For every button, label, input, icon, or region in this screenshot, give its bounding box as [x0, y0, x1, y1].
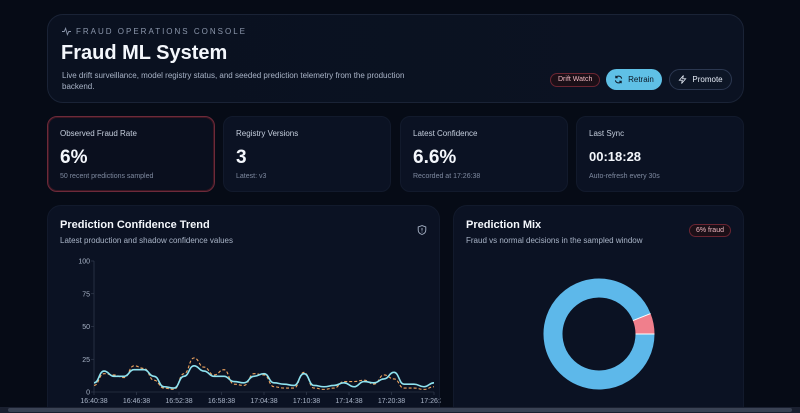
confidence-trend-chart: 0 25 50 75 100 16:40:38 16:46:38 16:52:38 16:58:… — [78, 259, 441, 406]
bolt-icon — [678, 75, 687, 84]
kpi-note: Recorded at 17:26:38 — [413, 173, 481, 180]
horizontal-scrollbar[interactable] — [0, 407, 800, 413]
x-tick-label: 16:52:38 — [165, 398, 192, 405]
kpi-value: 6.6% — [413, 147, 457, 168]
y-tick-label: 0 — [86, 390, 90, 397]
kpi-latest-confidence: Latest Confidence 6.6% Recorded at 17:26… — [400, 116, 568, 192]
y-tick-label: 50 — [82, 324, 90, 331]
x-tick-label: 16:46:38 — [123, 398, 150, 405]
x-tick-label: 16:40:38 — [80, 398, 107, 405]
activity-icon — [62, 27, 71, 36]
fraud-share-badge: 6% fraud — [688, 224, 731, 237]
x-tick-label: 16:58:38 — [208, 398, 235, 405]
kpi-label: Registry Versions — [236, 129, 299, 138]
kpi-label: Latest Confidence — [413, 129, 478, 138]
panel-subtitle: Fraud vs normal decisions in the sampled… — [466, 236, 643, 245]
panel-title: Prediction Mix — [466, 219, 542, 231]
promote-button[interactable]: Promote — [669, 69, 732, 90]
eyebrow-label: FRAUD OPERATIONS CONSOLE — [76, 27, 247, 36]
kpi-registry-versions: Registry Versions 3 Latest: v3 — [223, 116, 391, 192]
fraud-slice — [632, 313, 655, 335]
header-banner: FRAUD OPERATIONS CONSOLE Fraud ML System… — [47, 14, 744, 103]
kpi-label: Last Sync — [589, 129, 625, 138]
kpi-last-sync: Last Sync 00:18:28 Auto-refresh every 30… — [576, 116, 744, 192]
x-tick-label: 17:20:38 — [378, 398, 405, 405]
slice-divider — [632, 313, 651, 322]
kpi-note: Latest: v3 — [236, 173, 267, 180]
kpi-fraud-rate: Observed Fraud Rate 6% 50 recent predict… — [47, 116, 215, 192]
x-tick-label: 17:14:38 — [335, 398, 362, 405]
eyebrow: FRAUD OPERATIONS CONSOLE — [62, 27, 247, 36]
production-series-line — [93, 364, 435, 389]
x-tick-label: 17:10:38 — [293, 398, 320, 405]
kpi-value: 00:18:28 — [589, 149, 642, 164]
normal-slice — [543, 278, 655, 390]
shield-icon — [417, 225, 427, 235]
panel-title: Prediction Confidence Trend — [60, 219, 210, 231]
kpi-value: 3 — [236, 147, 247, 168]
y-tick-label: 25 — [82, 357, 90, 364]
scrollbar-thumb[interactable] — [8, 408, 792, 412]
kpi-note: Auto-refresh every 30s — [589, 173, 660, 180]
x-tick-label: 17:26:38 — [420, 398, 441, 405]
x-tick-label: 17:04:38 — [250, 398, 277, 405]
refresh-icon — [614, 75, 623, 84]
shadow-series-line — [93, 357, 435, 390]
promote-label: Promote — [692, 75, 723, 84]
panel-subtitle: Latest production and shadow confidence … — [60, 236, 234, 245]
page-title: Fraud ML System — [61, 42, 228, 64]
retrain-button[interactable]: Retrain — [606, 69, 662, 90]
prediction-mix-panel: Prediction Mix Fraud vs normal decisions… — [453, 205, 744, 413]
drift-watch-badge: Drift Watch — [550, 73, 601, 87]
kpi-value: 6% — [60, 147, 88, 168]
prediction-mix-chart — [543, 278, 655, 390]
page-subtitle: Live drift surveillance, model registry … — [62, 71, 405, 91]
retrain-label: Retrain — [628, 75, 654, 84]
y-tick-label: 100 — [78, 259, 90, 266]
y-tick-label: 75 — [82, 291, 90, 298]
kpi-note: 50 recent predictions sampled — [60, 173, 154, 180]
kpi-label: Observed Fraud Rate — [60, 129, 137, 138]
confidence-trend-panel: Prediction Confidence Trend Latest produ… — [47, 205, 441, 413]
